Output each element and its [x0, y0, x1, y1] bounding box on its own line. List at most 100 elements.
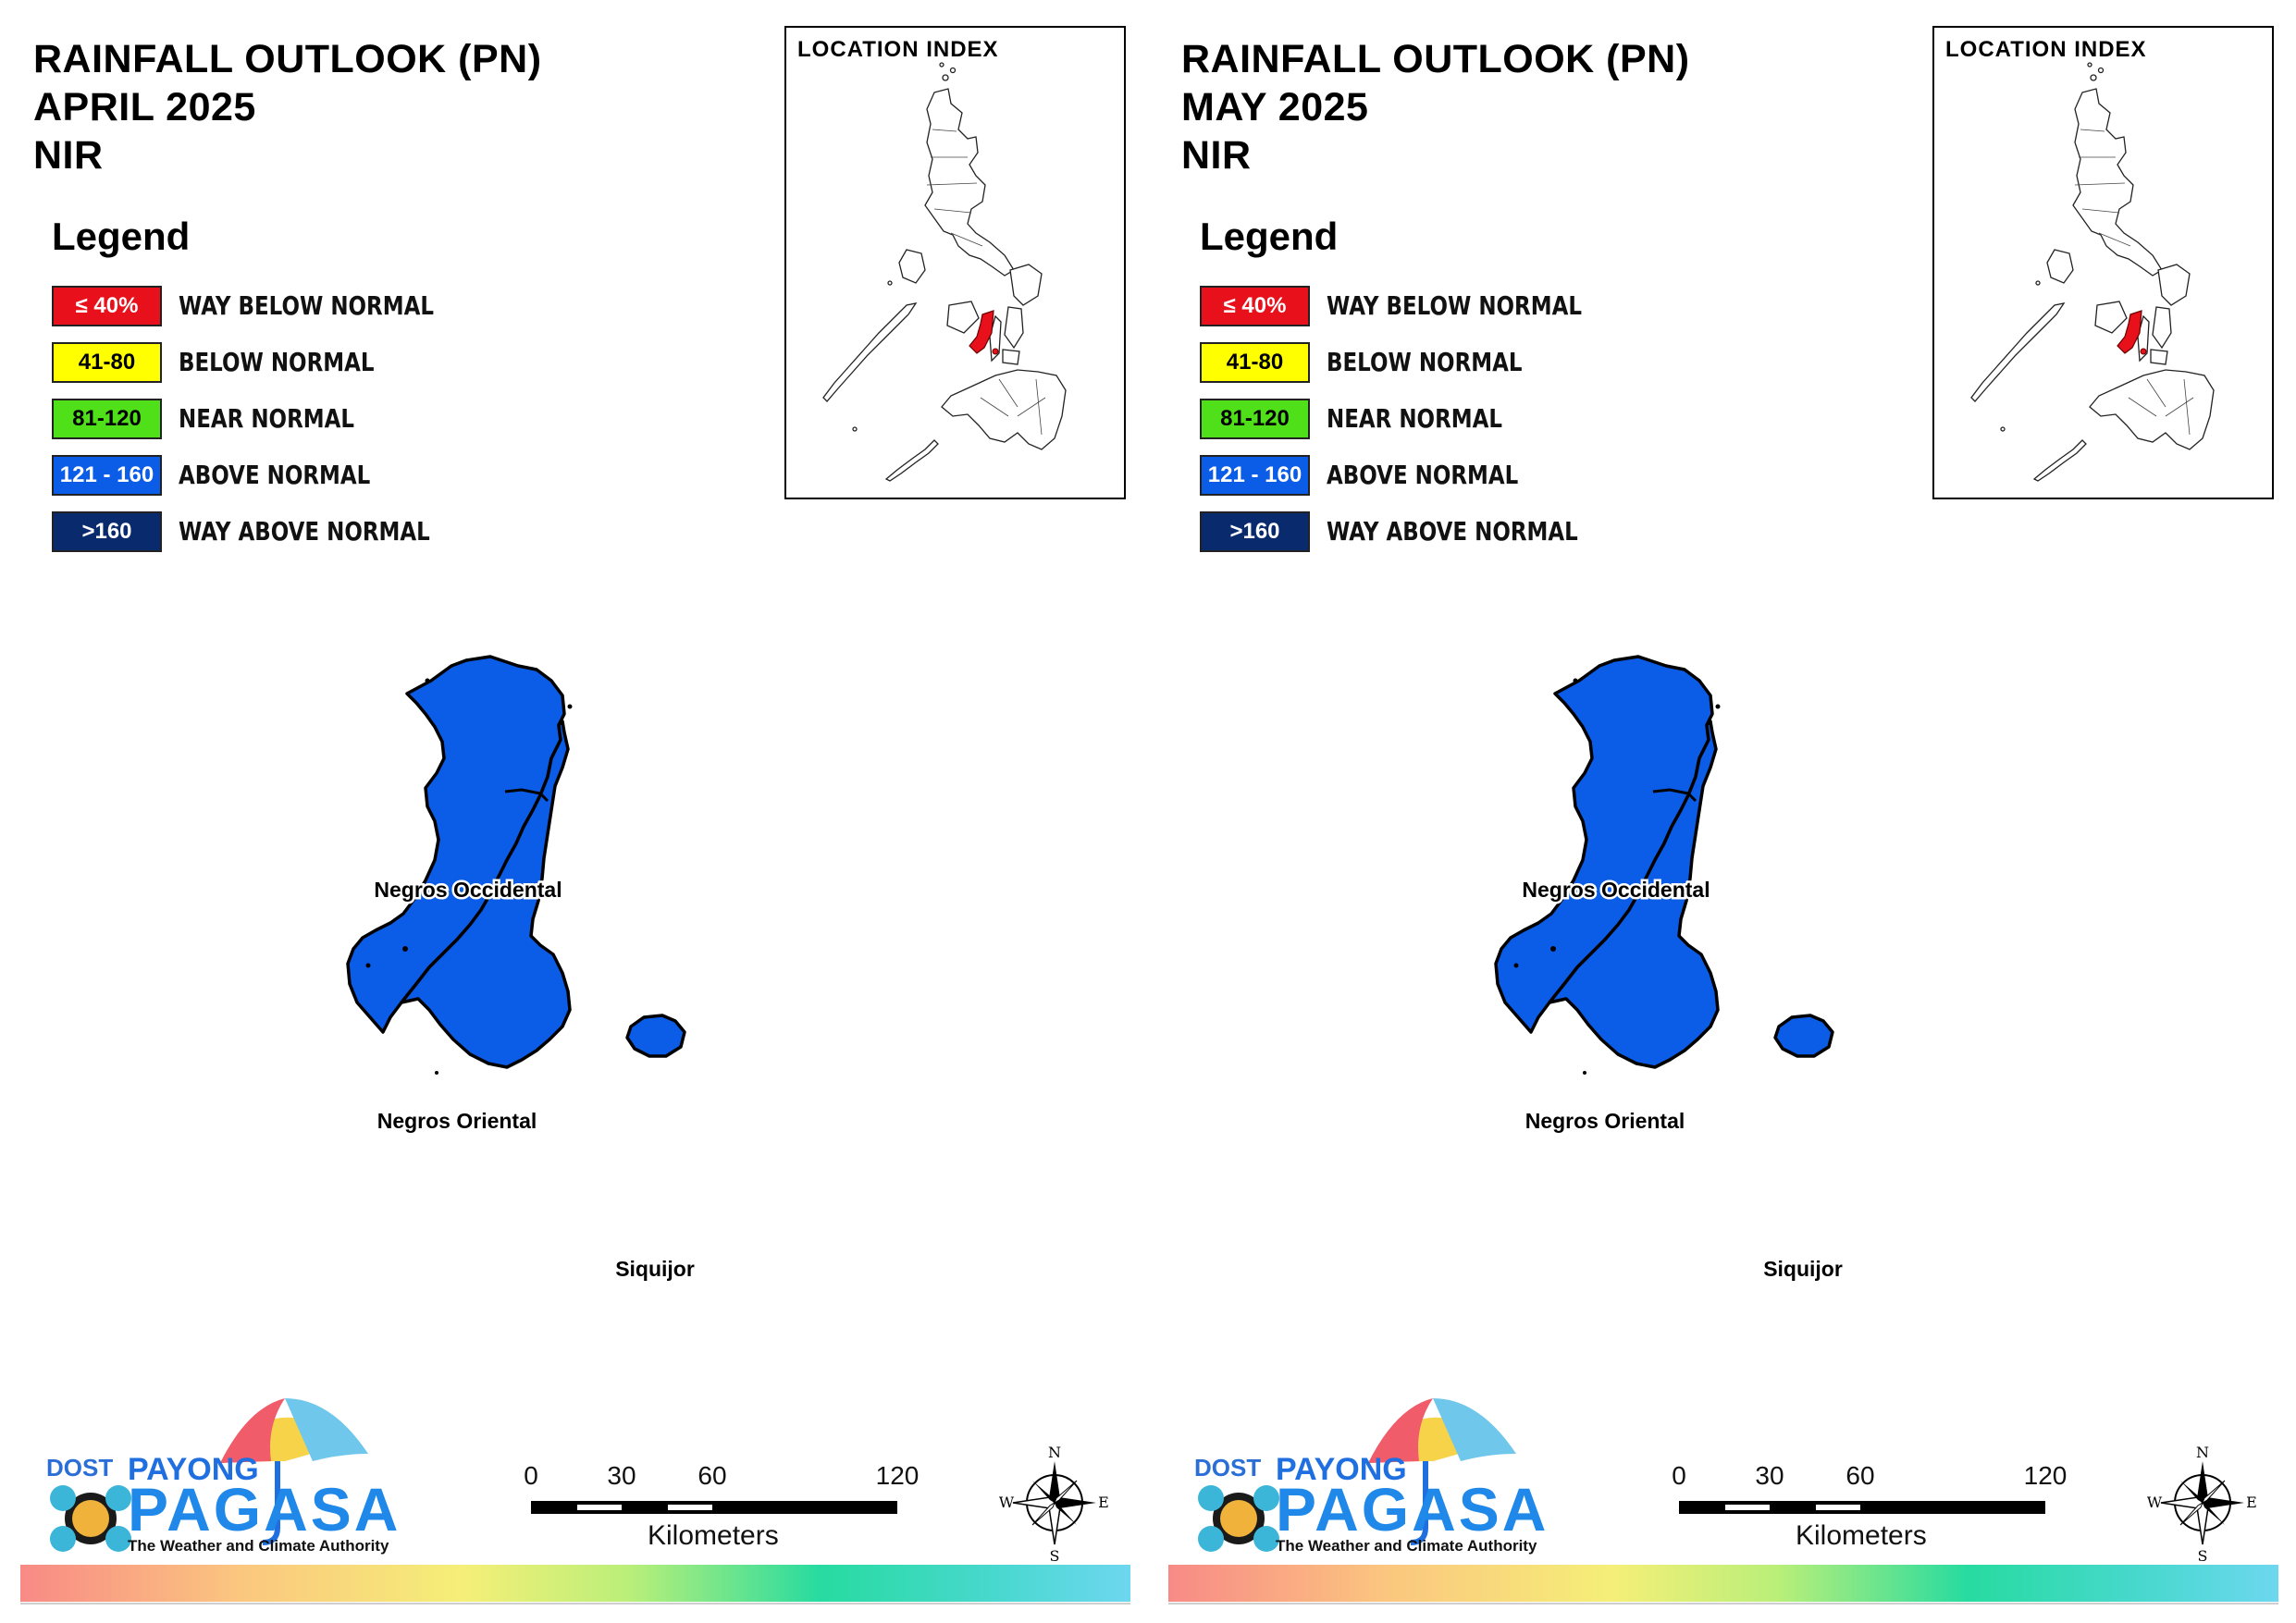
siquijor-shape — [625, 1014, 686, 1058]
payong-label: PAYONG — [128, 1452, 259, 1487]
legend-item: ≤ 40% WAY BELOW NORMAL — [1200, 277, 1638, 334]
location-index: LOCATION INDEX — [1932, 26, 2274, 499]
palawan-outline — [822, 302, 918, 402]
scale-bar: 0 30 60 120 Kilometers — [524, 1461, 919, 1563]
label-negros-oriental: Negros Oriental — [377, 1109, 537, 1133]
negros-oriental-shape — [400, 719, 572, 1069]
luzon-outline — [924, 88, 1015, 277]
legend-heading: Legend — [52, 215, 191, 258]
compass-e: E — [2246, 1494, 2257, 1511]
legend-swatch: ≤ 40% — [52, 285, 162, 326]
sulu-outline — [2032, 439, 2087, 482]
nir-map: Negros Occidental Negros Oriental Siquij… — [342, 629, 823, 1313]
label-negros-oriental: Negros Oriental — [1525, 1109, 1685, 1133]
legend-item: 81-120 NEAR NORMAL — [1200, 390, 1638, 447]
scale-tick: 60 — [697, 1461, 727, 1490]
compass-s: S — [1050, 1547, 1060, 1563]
mindanao-outline — [941, 369, 1067, 450]
title-line-region: NIR — [1181, 133, 1252, 178]
scale-unit: Kilometers — [648, 1520, 779, 1551]
compass-n: N — [1048, 1444, 1061, 1461]
scale-tick: 30 — [1755, 1461, 1784, 1490]
payong-label: PAYONG — [1276, 1452, 1407, 1487]
legend-swatch: ≤ 40% — [1200, 285, 1310, 326]
compass-rose-icon: N S W E — [999, 1444, 1109, 1565]
pagasa-logo: DOST PAYONG PAGASA The Weather and Clima… — [1183, 1389, 1546, 1565]
panay-outline — [946, 301, 980, 334]
luzon-outline — [2072, 88, 2163, 277]
legend-swatch: 121 - 160 — [1200, 454, 1310, 496]
label-siquijor: Siquijor — [1763, 1257, 1843, 1281]
compass-e: E — [1098, 1494, 1109, 1511]
palawan-outline — [1970, 302, 2066, 402]
panel-april: RAINFALL OUTLOOK (PN) APRIL 2025 NIR Leg… — [20, 26, 1130, 1605]
scale-tick: 120 — [2023, 1461, 2068, 1490]
legend-rows: ≤ 40% WAY BELOW NORMAL 41-80 BELOW NORMAL 81… — [1200, 277, 1638, 559]
compass-s: S — [2198, 1547, 2208, 1563]
legend-label: ABOVE NORMAL — [179, 460, 371, 490]
scale-tick: 0 — [524, 1461, 538, 1490]
label-negros-occidental: Negros Occidental — [1522, 878, 1710, 902]
legend-label: BELOW NORMAL — [179, 347, 375, 377]
scale-tick: 60 — [1845, 1461, 1875, 1490]
pagasa-tagline: The Weather and Climate Authority — [1276, 1537, 1537, 1555]
legend-item: >160 WAY ABOVE NORMAL — [52, 503, 490, 559]
map-title: RAINFALL OUTLOOK (PN) APRIL 2025 NIR — [33, 35, 542, 179]
pagasa-label: PAGASA — [128, 1475, 401, 1543]
legend-label: BELOW NORMAL — [1327, 347, 1523, 377]
panel-may: RAINFALL OUTLOOK (PN) MAY 2025 NIR Legen… — [1148, 0, 2296, 1623]
legend-item: 121 - 160 ABOVE NORMAL — [52, 447, 490, 503]
legend-swatch: 81-120 — [52, 398, 162, 439]
legend-label: WAY BELOW NORMAL — [1327, 290, 1582, 321]
bohol-outline — [1002, 349, 1020, 365]
leyte-outline — [2152, 306, 2172, 350]
siquijor-shape — [1773, 1014, 1834, 1058]
scale-tick: 30 — [607, 1461, 636, 1490]
umbrella-icon — [1198, 1398, 1516, 1552]
legend-label: NEAR NORMAL — [179, 403, 355, 434]
north-arrow: N S W E — [999, 1443, 1110, 1565]
legend: Legend ≤ 40% WAY BELOW NORMAL 41-80 BELOW N… — [52, 215, 490, 559]
map-title: RAINFALL OUTLOOK (PN) MAY 2025 NIR — [1181, 35, 1690, 179]
legend-item: 121 - 160 ABOVE NORMAL — [1200, 447, 1638, 503]
location-index: LOCATION INDEX — [784, 26, 1126, 499]
legend-rows: ≤ 40% WAY BELOW NORMAL 41-80 BELOW NORMAL 81… — [52, 277, 490, 559]
legend-label: WAY BELOW NORMAL — [179, 290, 434, 321]
scale-unit: Kilometers — [1796, 1520, 1927, 1551]
mindoro-outline — [898, 249, 926, 284]
title-line-product: RAINFALL OUTLOOK (PN) — [33, 37, 542, 81]
legend-label: WAY ABOVE NORMAL — [1327, 516, 1578, 547]
philippines-index-map — [1970, 62, 2215, 482]
footer-divider — [1168, 1603, 2278, 1605]
legend-swatch: 121 - 160 — [52, 454, 162, 496]
north-arrow: N S W E — [2147, 1443, 2258, 1565]
legend-swatch: 41-80 — [52, 341, 162, 383]
philippines-index-map — [822, 62, 1067, 482]
nir-highlight — [969, 310, 994, 354]
location-index-title: LOCATION INDEX — [797, 37, 999, 62]
legend-item: >160 WAY ABOVE NORMAL — [1200, 503, 1638, 559]
nir-province-map: Negros Occidental Negros Oriental Siquij… — [346, 655, 697, 1284]
legend-label: WAY ABOVE NORMAL — [179, 516, 430, 547]
legend-swatch: 41-80 — [1200, 341, 1310, 383]
samar-outline — [1009, 264, 1043, 306]
samar-outline — [2157, 264, 2191, 306]
legend-swatch: 81-120 — [1200, 398, 1310, 439]
scale-tick: 0 — [1672, 1461, 1686, 1490]
negros-oriental-shape — [1548, 719, 1720, 1069]
mindoro-outline — [2046, 249, 2074, 284]
rainbow-footer-bar — [20, 1565, 1130, 1602]
legend-swatch: >160 — [52, 510, 162, 552]
panay-outline — [2094, 301, 2128, 334]
compass-n: N — [2196, 1444, 2209, 1461]
compass-rose-icon: N S W E — [2147, 1444, 2257, 1565]
legend-swatch: >160 — [1200, 510, 1310, 552]
umbrella-icon — [50, 1398, 368, 1552]
dost-label: DOST — [1194, 1454, 1262, 1482]
legend-item: 41-80 BELOW NORMAL — [52, 334, 490, 390]
nir-map: Negros Occidental Negros Oriental Siquij… — [1490, 629, 1971, 1313]
dost-label: DOST — [46, 1454, 114, 1482]
location-index-title: LOCATION INDEX — [1945, 37, 2147, 62]
scale-bar-graphic — [1679, 1501, 2045, 1514]
footer-divider — [20, 1603, 1130, 1605]
